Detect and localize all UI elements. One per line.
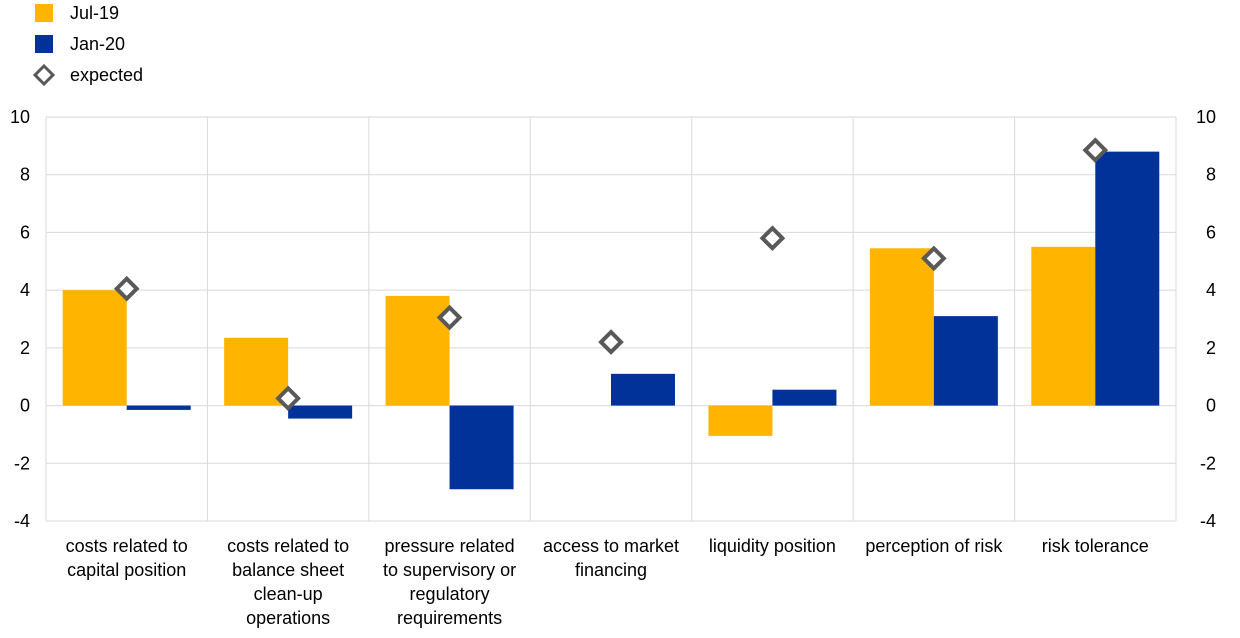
grid	[45, 116, 1177, 522]
bar-jan-20	[933, 316, 998, 406]
category-label: liquidity position	[709, 536, 836, 556]
y-tick-label: 4	[1206, 280, 1216, 300]
category-label-line: access to market	[543, 536, 679, 556]
bar-jan-20	[126, 405, 191, 410]
y-tick-label: 8	[1206, 165, 1216, 185]
category-label-line: financing	[575, 560, 647, 580]
expected-marker	[113, 275, 140, 302]
bar-jul-19	[1031, 246, 1096, 406]
bar-jul-19	[708, 405, 773, 436]
bar-jul-19	[62, 290, 127, 406]
expected-marker	[275, 385, 301, 412]
legend-label: Jan-20	[70, 34, 125, 54]
category-label-line: requirements	[397, 608, 502, 628]
category-label-line: risk tolerance	[1042, 536, 1149, 556]
y-tick-label: -4	[1200, 511, 1216, 531]
bar-jul-19	[869, 248, 934, 406]
category-label: costs related to balance sheet clean-up ope…	[227, 536, 349, 628]
y-tick-label: 2	[1206, 338, 1216, 358]
expected-markers	[113, 137, 1109, 412]
bar-jan-20	[611, 373, 675, 406]
y-tick-label: 6	[1206, 222, 1216, 242]
category-label-line: clean-up	[254, 584, 323, 604]
expected-marker	[436, 304, 463, 331]
category-label-line: capital position	[67, 560, 186, 580]
y-tick-label: 10	[1196, 107, 1216, 127]
y-tick-label: -4	[14, 511, 30, 531]
category-label-line: regulatory	[410, 584, 490, 604]
bar-jan-20	[449, 405, 514, 490]
y-axis-right: -4 -2 0 2 4 6 8 10	[1196, 107, 1216, 531]
category-label-line: liquidity position	[709, 536, 836, 556]
expected-marker	[1082, 137, 1109, 164]
legend-swatch	[35, 4, 53, 22]
y-tick-label: 10	[10, 107, 30, 127]
category-label: costs related to capital position	[66, 536, 188, 580]
bar-jan-20	[772, 389, 837, 406]
legend: Jul-19 Jan-20 expected	[32, 3, 143, 87]
legend-swatch	[32, 63, 56, 87]
y-tick-label: 0	[20, 396, 30, 416]
bar-jul-19	[224, 337, 289, 406]
category-label-line: perception of risk	[865, 536, 1003, 556]
category-label-line: costs related to	[227, 536, 349, 556]
bars	[62, 151, 1160, 490]
category-label: risk tolerance	[1042, 536, 1149, 556]
category-label-line: costs related to	[66, 536, 188, 556]
category-label-line: pressure related	[385, 536, 515, 556]
category-label: pressure related to supervisory or regulat…	[383, 536, 516, 628]
y-tick-label: 6	[20, 222, 30, 242]
category-label-line: balance sheet	[232, 560, 344, 580]
legend-label: Jul-19	[70, 3, 119, 23]
y-tick-label: -2	[14, 453, 30, 473]
legend-label: expected	[70, 65, 143, 85]
y-tick-label: 2	[20, 338, 30, 358]
legend-swatch	[35, 35, 53, 53]
category-label: access to market financing	[543, 536, 679, 580]
y-tick-label: 0	[1206, 396, 1216, 416]
bar-jul-19	[385, 295, 450, 406]
expected-marker	[598, 329, 624, 355]
y-axis-left: -4 -2 0 2 4 6 8 10	[10, 107, 30, 531]
y-tick-label: -2	[1200, 453, 1216, 473]
y-tick-label: 4	[20, 280, 30, 300]
bar-jan-20	[1095, 151, 1160, 406]
category-label-line: to supervisory or	[383, 560, 516, 580]
y-tick-label: 8	[20, 165, 30, 185]
bar-jan-20	[288, 405, 353, 419]
category-label-line: operations	[246, 608, 330, 628]
expected-marker	[921, 245, 947, 272]
category-label: perception of risk	[865, 536, 1003, 556]
expected-marker	[759, 225, 786, 252]
